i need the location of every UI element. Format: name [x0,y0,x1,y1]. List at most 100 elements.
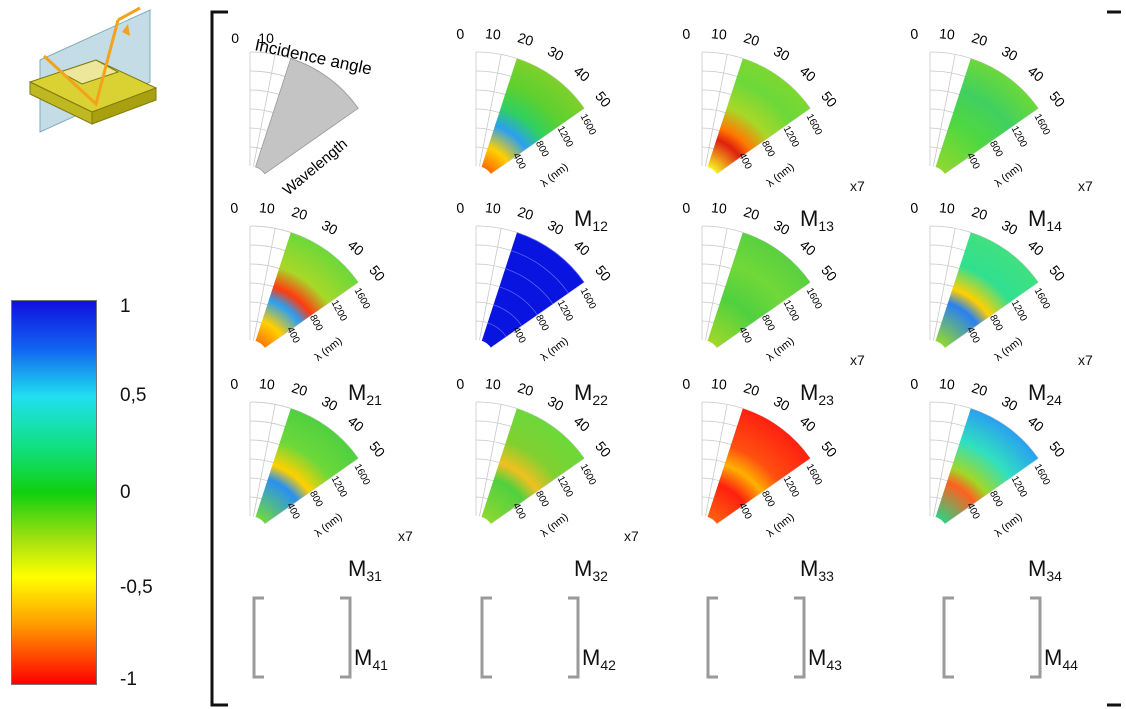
m21-fan-wedge [255,232,359,348]
m13-wavelength-axis-label: λ (nm) [765,161,797,190]
m21-angle-tick-40: 40 [345,237,367,259]
m14-wavelength-tick-800: 800 [987,139,1005,159]
m23-wavelength-tick-800: 800 [759,313,777,333]
m32-wavelength-tick-800: 800 [533,489,551,509]
m24-label: M24 [1028,380,1062,408]
m43-label-base: M [808,645,827,670]
m21-label-subscript: 21 [366,392,382,408]
m34-wavelength-tick-400: 400 [964,501,982,521]
m43-label: M43 [808,645,842,673]
m13-label: M13 [800,206,834,234]
m23-angle-tick-0: 0 [682,199,691,216]
m14-wavelength-tick-400: 400 [964,151,982,171]
m12-wavelength-tick-1200: 1200 [555,124,575,149]
m32-label: M32 [574,556,608,584]
m34-wavelength-tick-1600: 1600 [1032,462,1052,487]
matrix-left-bracket [210,10,228,707]
m24-angle-tick-10: 10 [938,199,955,217]
m34-label: M34 [1028,556,1062,584]
m23-angle-tick-40: 40 [797,237,819,259]
m23-fan-wedge [707,232,811,348]
m23-wavelength-axis-label: λ (nm) [765,335,797,364]
m33-fan-wedge [707,408,811,524]
m12-angle-tick-10: 10 [484,25,501,43]
m24-wavelength-axis-label: λ (nm) [993,335,1025,364]
m22-angle-tick-20: 20 [516,203,536,223]
m33-wavelength-axis-label: λ (nm) [765,511,797,540]
m24-fan-wedge [935,232,1039,348]
m12-wavelength-tick-400: 400 [510,151,528,171]
m42-label-base: M [582,645,601,670]
m42-empty-bracket [480,596,580,679]
m24-wavelength-tick-1600: 1600 [1032,286,1052,311]
m23-label-subscript: 23 [818,392,834,408]
m23-wavelength-tick-1200: 1200 [781,298,801,323]
m14-angle-tick-0: 0 [910,25,919,42]
m44-empty-bracket [942,596,1042,679]
m21-wavelength-tick-1200: 1200 [329,298,349,323]
m31-angle-tick-30: 30 [319,393,340,415]
colorbar-tick-0.5: 0,5 [120,385,147,406]
m34-angle-tick-10: 10 [938,375,955,393]
m12-wavelength-tick-800: 800 [533,139,551,159]
m21-wavelength-tick-400: 400 [284,325,302,345]
m14-angle-tick-40: 40 [1025,63,1047,85]
m41-empty-bracket [252,596,352,679]
m32-angle-tick-0: 0 [456,375,465,392]
m22-wavelength-tick-400: 400 [510,325,528,345]
m33-wavelength-tick-800: 800 [759,489,777,509]
m21-wavelength-tick-1600: 1600 [352,286,372,311]
m22-angle-tick-40: 40 [571,237,593,259]
m34-fan-wedge [935,408,1039,524]
m41-label-base: M [354,645,373,670]
m31-wavelength-tick-1600: 1600 [352,462,372,487]
m34-angle-tick-30: 30 [999,393,1020,415]
m31-scale-factor: x7 [398,528,413,544]
m24-wavelength-tick-400: 400 [964,325,982,345]
m34-angle-tick-20: 20 [970,379,990,399]
m21-angle-tick-10: 10 [258,199,275,217]
m44-label-subscript: 44 [1062,657,1078,673]
m32-label-base: M [574,556,593,581]
m43-empty-bracket [706,596,806,679]
m14-fan-wedge [935,58,1039,174]
m22-angle-tick-30: 30 [545,217,566,239]
m34-label-subscript: 34 [1046,568,1062,584]
m24-label-subscript: 24 [1046,392,1062,408]
m31-wavelength-axis-label: λ (nm) [313,511,345,540]
m33-label: M33 [800,556,834,584]
m33-wavelength-tick-1200: 1200 [781,474,801,499]
m22-label-subscript: 22 [592,392,608,408]
m14-wavelength-tick-1200: 1200 [1009,124,1029,149]
m13-wavelength-tick-800: 800 [759,139,777,159]
m13-angle-tick-40: 40 [797,63,819,85]
m14-scale-factor: x7 [1078,178,1093,194]
m34-wavelength-tick-1200: 1200 [1009,474,1029,499]
m21-wavelength-axis-label: λ (nm) [313,335,345,364]
m34-angle-tick-40: 40 [1025,413,1047,435]
m33-angle-tick-0: 0 [682,375,691,392]
m13-label-subscript: 13 [818,218,834,234]
m32-angle-tick-40: 40 [571,413,593,435]
m14-wavelength-axis-label: λ (nm) [993,161,1025,190]
legend-fan-wedge [255,57,359,175]
m31-angle-tick-20: 20 [290,379,310,399]
m32-wavelength-axis-label: λ (nm) [539,511,571,540]
legend-angle-tick-10: 10 [258,30,274,46]
m44-label: M44 [1044,645,1078,673]
m14-angle-tick-30: 30 [999,43,1020,65]
m14-label-base: M [1028,206,1047,231]
m12-angle-tick-30: 30 [545,43,566,65]
m42-label-subscript: 42 [600,657,616,673]
m32-wavelength-tick-400: 400 [510,501,528,521]
m12-angle-tick-50: 50 [592,88,614,110]
m13-angle-tick-20: 20 [742,29,762,49]
m22-label-base: M [574,380,593,405]
m34-wavelength-tick-800: 800 [987,489,1005,509]
m31-angle-tick-0: 0 [230,375,239,392]
m24-angle-tick-20: 20 [970,203,990,223]
m13-wavelength-tick-1200: 1200 [781,124,801,149]
m13-angle-tick-0: 0 [682,25,691,42]
